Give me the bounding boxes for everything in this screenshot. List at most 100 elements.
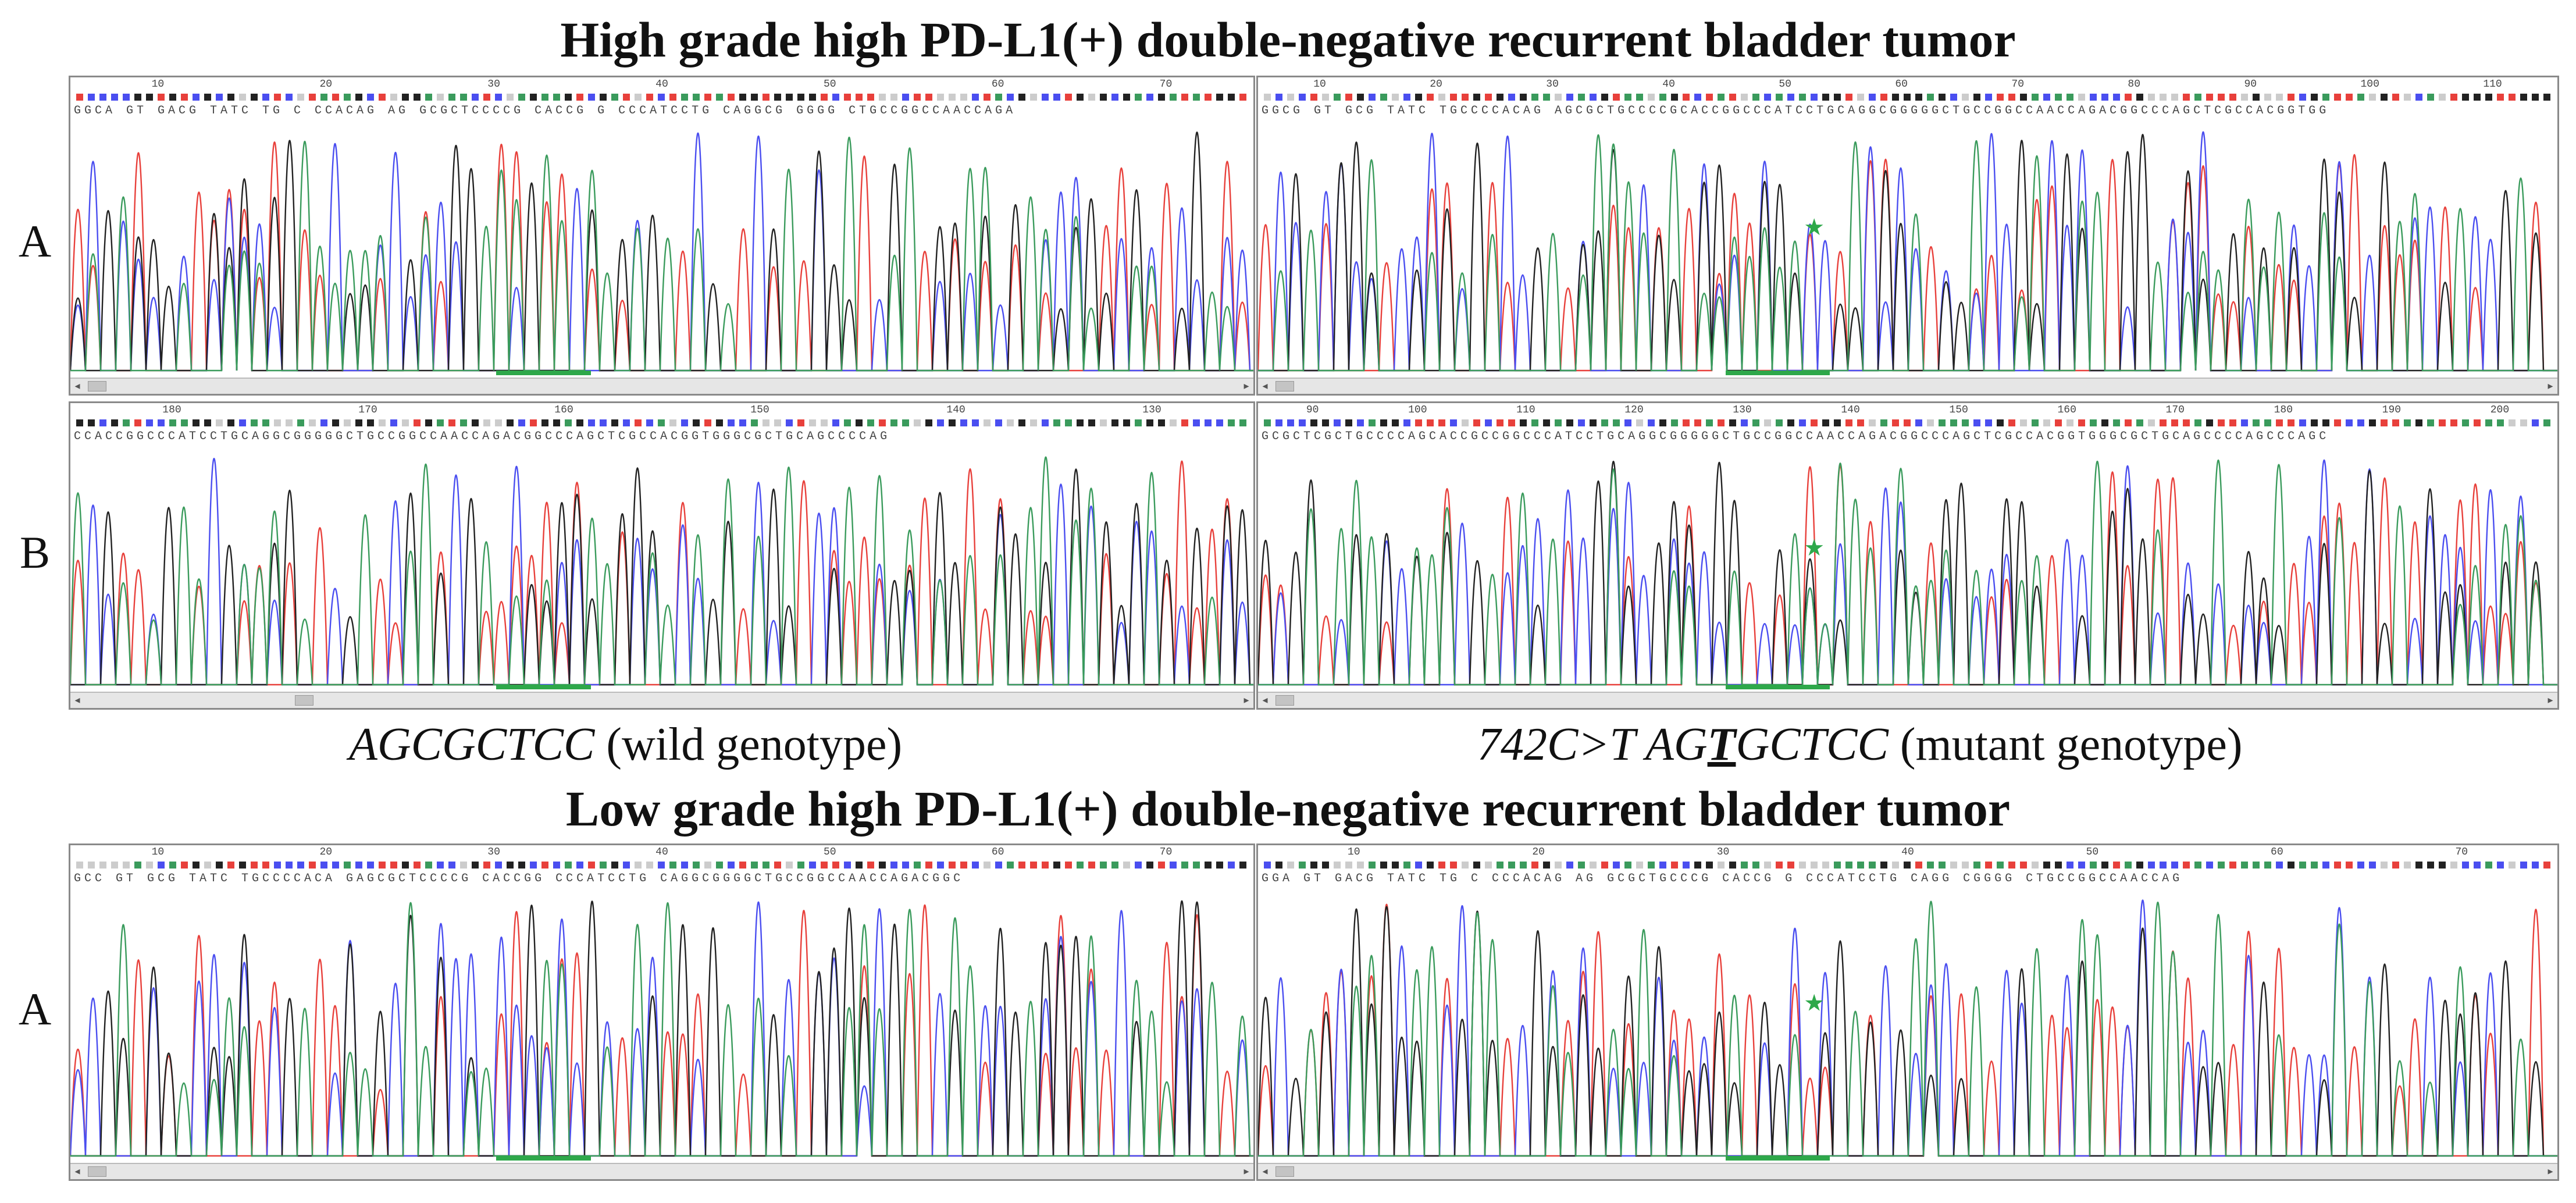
- quality-block: [2299, 419, 2306, 426]
- quality-block: [1030, 94, 1037, 101]
- quality-block: [332, 94, 339, 101]
- quality-block: [2218, 862, 2225, 869]
- quality-block: [2450, 419, 2457, 426]
- horizontal-scrollbar[interactable]: ◂ ▸: [70, 378, 1253, 394]
- quality-block: [2206, 94, 2213, 101]
- quality-block: [1158, 862, 1165, 869]
- quality-block: [1322, 94, 1329, 101]
- scroll-left-icon[interactable]: ◂: [1262, 1165, 1268, 1177]
- quality-block: [611, 419, 618, 426]
- tick-label: 150: [750, 404, 769, 416]
- scroll-right-icon[interactable]: ▸: [2548, 380, 2553, 392]
- quality-block: [2101, 419, 2108, 426]
- quality-block: [902, 419, 909, 426]
- quality-block: [1100, 419, 1107, 426]
- quality-block: [623, 862, 630, 869]
- quality-block: [2078, 419, 2085, 426]
- quality-block: [1100, 94, 1107, 101]
- quality-block: [832, 419, 839, 426]
- tick-label: 90: [1306, 404, 1319, 416]
- quality-block: [646, 94, 653, 101]
- quality-block: [1741, 419, 1748, 426]
- quality-block: [2439, 862, 2446, 869]
- scroll-right-icon[interactable]: ▸: [2548, 694, 2553, 706]
- quality-block: [693, 94, 700, 101]
- quality-block: [1287, 94, 1294, 101]
- tick-label: 70: [1159, 846, 1173, 858]
- quality-block: [507, 94, 514, 101]
- quality-block: [1601, 94, 1608, 101]
- quality-block: [541, 862, 548, 869]
- highlight-bar: [496, 1156, 591, 1161]
- scroll-right-icon[interactable]: ▸: [1244, 1165, 1249, 1177]
- quality-block: [1578, 862, 1585, 869]
- scrollbar-thumb[interactable]: [88, 381, 106, 391]
- quality-block: [565, 419, 572, 426]
- quality-block: [1857, 419, 1864, 426]
- scroll-left-icon[interactable]: ◂: [74, 1165, 80, 1177]
- quality-block: [1427, 94, 1434, 101]
- scroll-left-icon[interactable]: ◂: [74, 694, 80, 706]
- horizontal-scrollbar[interactable]: ◂ ▸: [1258, 1163, 2557, 1179]
- scrollbar-thumb[interactable]: [1275, 381, 1294, 391]
- horizontal-scrollbar[interactable]: ◂ ▸: [1258, 692, 2557, 708]
- horizontal-scrollbar[interactable]: ◂ ▸: [1258, 378, 2557, 394]
- quality-block: [553, 862, 560, 869]
- quality-block: [658, 862, 665, 869]
- quality-block: [1450, 419, 1457, 426]
- quality-block: [797, 419, 804, 426]
- quality-block: [867, 94, 874, 101]
- quality-block: [216, 419, 223, 426]
- scroll-left-icon[interactable]: ◂: [74, 380, 80, 392]
- quality-block: [541, 94, 548, 101]
- quality-block: [1636, 94, 1643, 101]
- quality-block: [716, 419, 723, 426]
- quality-block: [588, 419, 595, 426]
- quality-block: [1997, 94, 2004, 101]
- quality-block: [193, 419, 199, 426]
- quality-block: [1718, 419, 1725, 426]
- tick-label: 50: [1779, 79, 1791, 90]
- position-ticks: 10 20 30 40 50 60 70 80 90 100 110: [1262, 79, 2554, 90]
- quality-block: [728, 862, 735, 869]
- scrollbar-thumb[interactable]: [88, 1166, 106, 1177]
- scrollbar-thumb[interactable]: [1275, 695, 1294, 706]
- quality-block: [1042, 94, 1049, 101]
- horizontal-scrollbar[interactable]: ◂ ▸: [70, 692, 1253, 708]
- tick-label: 60: [2271, 846, 2283, 858]
- quality-block: [879, 94, 886, 101]
- quality-block: [2299, 862, 2306, 869]
- quality-block: [1892, 94, 1899, 101]
- scrollbar-thumb[interactable]: [1275, 1166, 1294, 1177]
- scroll-left-icon[interactable]: ◂: [1262, 694, 1268, 706]
- quality-block: [1170, 419, 1177, 426]
- quality-block: [2078, 94, 2085, 101]
- quality-block: [1193, 862, 1200, 869]
- quality-block: [390, 419, 397, 426]
- quality-block: [844, 419, 851, 426]
- quality-block: [879, 419, 886, 426]
- scroll-left-icon[interactable]: ◂: [1262, 380, 1268, 392]
- quality-block: [169, 419, 176, 426]
- quality-block: [1694, 862, 1701, 869]
- scroll-right-icon[interactable]: ▸: [2548, 1165, 2553, 1177]
- quality-block: [1310, 862, 1317, 869]
- scroll-right-icon[interactable]: ▸: [1244, 380, 1249, 392]
- quality-block: [2311, 862, 2318, 869]
- scrollbar-thumb[interactable]: [295, 695, 314, 706]
- quality-block: [1065, 862, 1072, 869]
- quality-block: [483, 94, 490, 101]
- quality-block: [937, 419, 944, 426]
- quality-block: [2020, 862, 2027, 869]
- quality-block: [88, 862, 95, 869]
- quality-block: [355, 419, 362, 426]
- tick-label: 190: [2382, 404, 2402, 416]
- quality-block: [1018, 862, 1025, 869]
- quality-block: [1030, 862, 1037, 869]
- quality-block: [1648, 419, 1655, 426]
- quality-block: [2311, 94, 2318, 101]
- position-ticks: 10 20 30 40 50 60 70: [74, 79, 1250, 90]
- quality-block: [2543, 862, 2550, 869]
- horizontal-scrollbar[interactable]: ◂ ▸: [70, 1163, 1253, 1179]
- scroll-right-icon[interactable]: ▸: [1244, 694, 1249, 706]
